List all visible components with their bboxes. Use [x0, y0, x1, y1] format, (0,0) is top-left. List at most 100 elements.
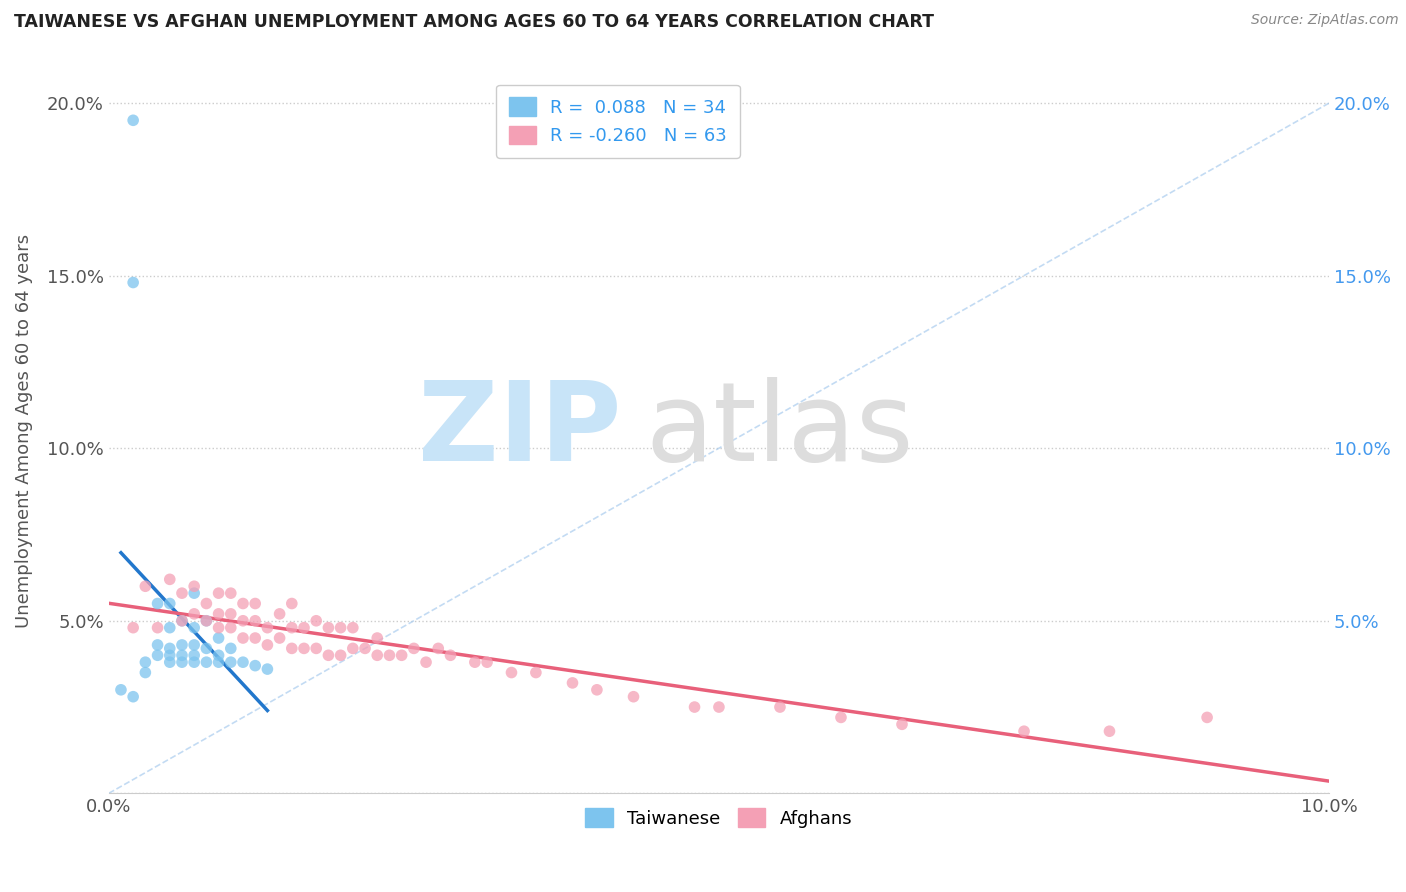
- Point: [170, 614, 193, 628]
- Point: [122, 690, 145, 704]
- Point: [281, 621, 304, 635]
- Point: [195, 614, 218, 628]
- Text: ZIP: ZIP: [418, 377, 621, 484]
- Point: [146, 648, 169, 663]
- Point: [159, 641, 181, 656]
- Point: [207, 607, 229, 621]
- Point: [183, 648, 205, 663]
- Point: [195, 597, 218, 611]
- Point: [891, 717, 914, 731]
- Point: [146, 621, 169, 635]
- Point: [256, 621, 278, 635]
- Point: [292, 621, 315, 635]
- Point: [159, 655, 181, 669]
- Point: [170, 655, 193, 669]
- Point: [219, 607, 242, 621]
- Point: [318, 621, 340, 635]
- Point: [122, 113, 145, 128]
- Text: atlas: atlas: [645, 377, 914, 484]
- Point: [219, 641, 242, 656]
- Point: [305, 641, 328, 656]
- Point: [195, 641, 218, 656]
- Point: [207, 631, 229, 645]
- Point: [318, 648, 340, 663]
- Point: [329, 621, 352, 635]
- Point: [342, 641, 364, 656]
- Point: [256, 662, 278, 676]
- Point: [207, 655, 229, 669]
- Point: [391, 648, 413, 663]
- Point: [1012, 724, 1035, 739]
- Point: [366, 648, 388, 663]
- Legend: Taiwanese, Afghans: Taiwanese, Afghans: [578, 801, 859, 835]
- Point: [219, 655, 242, 669]
- Point: [183, 655, 205, 669]
- Point: [329, 648, 352, 663]
- Point: [707, 700, 730, 714]
- Y-axis label: Unemployment Among Ages 60 to 64 years: Unemployment Among Ages 60 to 64 years: [15, 234, 32, 628]
- Point: [269, 607, 291, 621]
- Point: [305, 614, 328, 628]
- Point: [170, 648, 193, 663]
- Text: TAIWANESE VS AFGHAN UNEMPLOYMENT AMONG AGES 60 TO 64 YEARS CORRELATION CHART: TAIWANESE VS AFGHAN UNEMPLOYMENT AMONG A…: [14, 13, 934, 31]
- Point: [232, 614, 254, 628]
- Point: [170, 586, 193, 600]
- Point: [183, 579, 205, 593]
- Point: [207, 586, 229, 600]
- Point: [830, 710, 852, 724]
- Point: [183, 621, 205, 635]
- Point: [159, 572, 181, 586]
- Point: [245, 597, 267, 611]
- Point: [378, 648, 401, 663]
- Point: [159, 597, 181, 611]
- Point: [232, 631, 254, 645]
- Point: [245, 631, 267, 645]
- Point: [245, 614, 267, 628]
- Point: [281, 597, 304, 611]
- Point: [170, 614, 193, 628]
- Point: [427, 641, 450, 656]
- Text: Source: ZipAtlas.com: Source: ZipAtlas.com: [1251, 13, 1399, 28]
- Point: [1098, 724, 1121, 739]
- Point: [281, 641, 304, 656]
- Point: [683, 700, 706, 714]
- Point: [207, 648, 229, 663]
- Point: [586, 682, 609, 697]
- Point: [134, 579, 156, 593]
- Point: [439, 648, 461, 663]
- Point: [134, 655, 156, 669]
- Point: [195, 614, 218, 628]
- Point: [415, 655, 437, 669]
- Point: [183, 638, 205, 652]
- Point: [122, 621, 145, 635]
- Point: [170, 638, 193, 652]
- Point: [159, 621, 181, 635]
- Point: [623, 690, 645, 704]
- Point: [769, 700, 792, 714]
- Point: [219, 621, 242, 635]
- Point: [292, 641, 315, 656]
- Point: [269, 631, 291, 645]
- Point: [342, 621, 364, 635]
- Point: [475, 655, 498, 669]
- Point: [402, 641, 425, 656]
- Point: [524, 665, 547, 680]
- Point: [183, 586, 205, 600]
- Point: [110, 682, 132, 697]
- Point: [232, 655, 254, 669]
- Point: [464, 655, 486, 669]
- Point: [146, 638, 169, 652]
- Point: [207, 621, 229, 635]
- Point: [219, 586, 242, 600]
- Point: [146, 597, 169, 611]
- Point: [561, 676, 583, 690]
- Point: [122, 276, 145, 290]
- Point: [232, 597, 254, 611]
- Point: [134, 665, 156, 680]
- Point: [366, 631, 388, 645]
- Point: [1197, 710, 1219, 724]
- Point: [195, 655, 218, 669]
- Point: [256, 638, 278, 652]
- Point: [245, 658, 267, 673]
- Point: [354, 641, 377, 656]
